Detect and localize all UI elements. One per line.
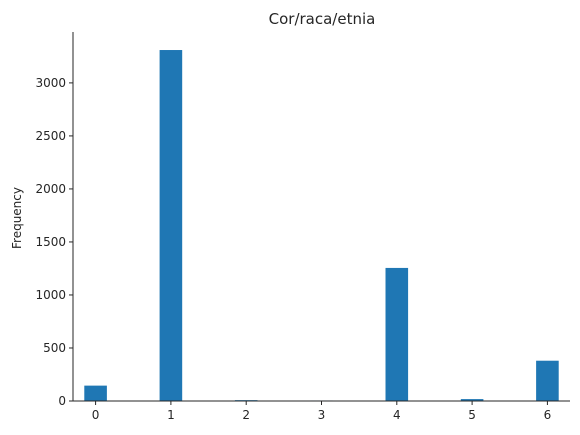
bar-0 bbox=[84, 385, 107, 401]
x-tick-label: 4 bbox=[393, 408, 401, 422]
x-tick-label: 0 bbox=[92, 408, 100, 422]
x-axis: 0 1 2 3 4 5 6 bbox=[92, 401, 551, 422]
y-tick-label: 1000 bbox=[35, 288, 66, 302]
y-tick-label: 500 bbox=[43, 341, 66, 355]
y-tick-label: 0 bbox=[58, 394, 66, 408]
y-axis: 0 500 1000 1500 2000 2500 3000 bbox=[35, 76, 73, 408]
x-tick-label: 5 bbox=[468, 408, 476, 422]
y-tick-label: 1500 bbox=[35, 235, 66, 249]
chart-title: Cor/raca/etnia bbox=[269, 10, 376, 28]
bar-4 bbox=[385, 267, 409, 401]
bars-group bbox=[84, 50, 559, 402]
bar-5 bbox=[460, 399, 484, 401]
x-tick-label: 2 bbox=[242, 408, 250, 422]
bar-6 bbox=[536, 360, 559, 401]
bar-1 bbox=[159, 50, 183, 401]
y-axis-label: Frequency bbox=[10, 187, 24, 249]
x-tick-label: 1 bbox=[167, 408, 175, 422]
y-tick-label: 3000 bbox=[35, 76, 66, 90]
y-tick-label: 2000 bbox=[35, 182, 66, 196]
x-tick-label: 3 bbox=[318, 408, 326, 422]
x-tick-label: 6 bbox=[544, 408, 552, 422]
y-tick-label: 2500 bbox=[35, 129, 66, 143]
